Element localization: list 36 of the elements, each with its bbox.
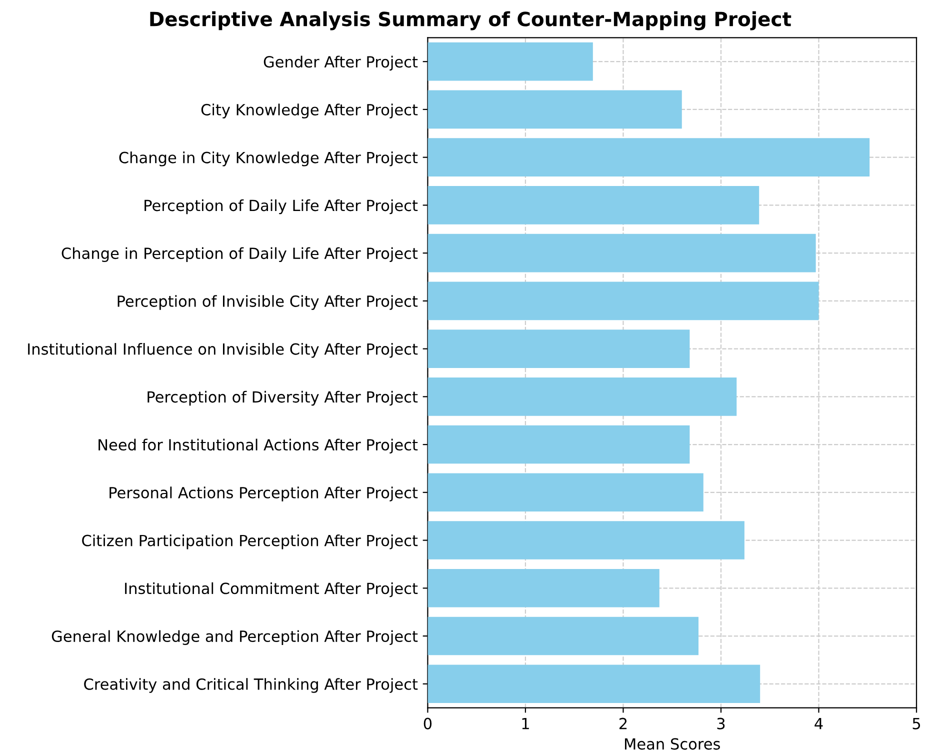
bar [428, 473, 704, 512]
x-tick-label: 0 [424, 718, 432, 730]
bar [428, 186, 760, 224]
bar [428, 330, 690, 368]
y-tick-label: Citizen Participation Perception After Project [82, 534, 418, 550]
y-tick-label: Gender After Project [264, 56, 418, 71]
y-tick-label: Institutional Influence on Invisible City After Project [28, 342, 418, 358]
y-tick-label: Perception of Diversity After Project [148, 390, 418, 406]
bar [428, 378, 737, 416]
bar [428, 234, 816, 272]
y-tick-label: Creativity and Critical Thinking After Project [84, 678, 418, 693]
y-tick-label: City Knowledge After Project [201, 104, 418, 118]
y-tick-label: Change in Perception of Daily Life After Project [62, 247, 418, 262]
bar [428, 42, 593, 81]
y-tick-label: Change in City Knowledge After Project [119, 152, 418, 166]
x-tick-label: 1 [522, 718, 529, 730]
bar [428, 569, 660, 608]
bar [428, 664, 760, 704]
y-tick-label: Need for Institutional Actions After Project [98, 438, 418, 454]
x-tick-label: 5 [912, 718, 920, 730]
y-tick-label: Institutional Commitment After Project [125, 582, 418, 598]
bar [428, 282, 819, 320]
y-tick-label: Personal Actions Perception After Project [110, 486, 418, 502]
x-tick-label: 2 [619, 718, 627, 730]
y-tick-label: Perception of Daily Life After Project [144, 199, 418, 214]
y-tick-label: General Knowledge and Perception After Project [52, 630, 418, 645]
chart-title: Descriptive Analysis Summary of Counter-Mapping Project [150, 11, 792, 30]
x-axis-title: Mean Scores [624, 738, 720, 750]
bar [428, 425, 690, 464]
y-tick-label: Perception of Invisible City After Project [118, 295, 418, 310]
bar [428, 90, 682, 129]
bar [428, 616, 698, 656]
bar [428, 521, 744, 560]
x-tick-label: 3 [717, 718, 725, 730]
x-tick-label: 4 [814, 718, 823, 730]
bar [428, 138, 870, 176]
